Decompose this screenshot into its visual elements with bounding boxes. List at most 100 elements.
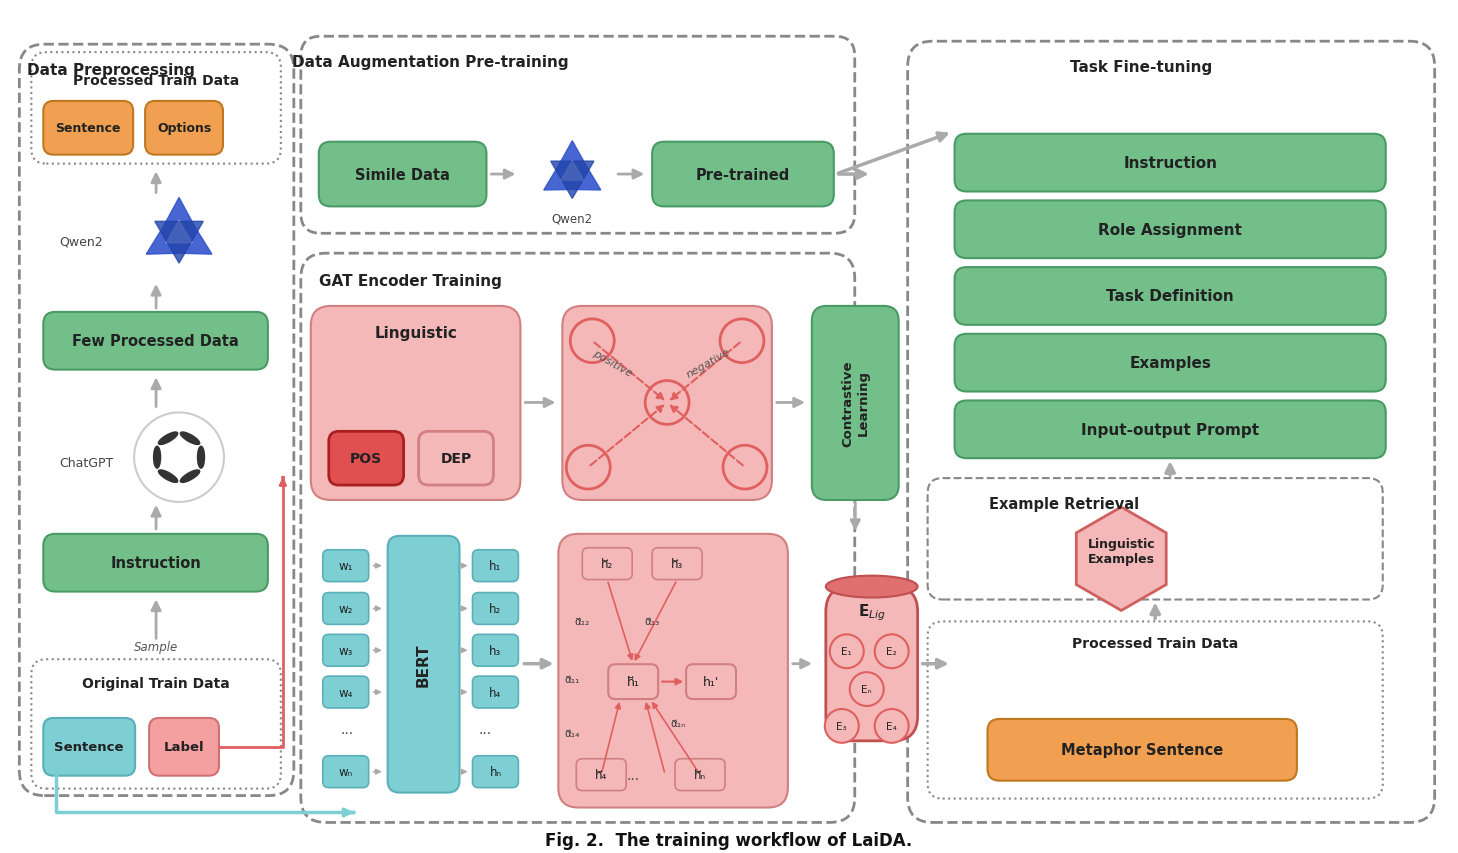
FancyBboxPatch shape	[418, 432, 493, 485]
FancyBboxPatch shape	[472, 756, 519, 787]
Text: Pre-trained: Pre-trained	[695, 167, 790, 183]
Text: Processed Train Data: Processed Train Data	[73, 74, 239, 88]
Text: Sample: Sample	[134, 640, 178, 653]
FancyBboxPatch shape	[146, 102, 223, 155]
Circle shape	[825, 709, 859, 743]
Text: h⃗₃: h⃗₃	[671, 558, 684, 571]
Text: h⃗₄: h⃗₄	[595, 769, 608, 781]
Text: α⃗₁ₙ: α⃗₁ₙ	[671, 718, 685, 728]
FancyBboxPatch shape	[388, 537, 459, 792]
FancyBboxPatch shape	[322, 593, 369, 624]
FancyBboxPatch shape	[472, 635, 519, 666]
FancyBboxPatch shape	[311, 306, 521, 501]
Text: POS: POS	[350, 451, 382, 466]
Text: α⃗₁₄: α⃗₁₄	[564, 728, 580, 738]
Circle shape	[644, 381, 690, 425]
Text: Fig. 2.  The training workflow of LaiDA.: Fig. 2. The training workflow of LaiDA.	[545, 832, 913, 850]
Text: Original Train Data: Original Train Data	[82, 676, 230, 690]
FancyBboxPatch shape	[955, 135, 1385, 192]
Polygon shape	[1076, 508, 1166, 611]
FancyBboxPatch shape	[44, 718, 136, 775]
Text: h⃗₁: h⃗₁	[627, 676, 640, 688]
FancyBboxPatch shape	[675, 759, 725, 791]
Text: Few Processed Data: Few Processed Data	[73, 334, 239, 349]
Circle shape	[720, 320, 764, 363]
Text: negative: negative	[684, 346, 732, 380]
FancyBboxPatch shape	[812, 306, 898, 501]
Text: h₃: h₃	[490, 644, 502, 657]
Text: E$_{Lig}$: E$_{Lig}$	[857, 602, 885, 623]
FancyBboxPatch shape	[322, 676, 369, 708]
Ellipse shape	[825, 576, 917, 598]
Circle shape	[570, 320, 614, 363]
FancyBboxPatch shape	[955, 334, 1385, 392]
Text: α⃗₁₃: α⃗₁₃	[644, 617, 660, 627]
Text: Processed Train Data: Processed Train Data	[1072, 636, 1238, 651]
Text: Eₙ: Eₙ	[862, 684, 872, 694]
Circle shape	[850, 672, 884, 706]
Text: Metaphor Sentence: Metaphor Sentence	[1061, 742, 1223, 757]
Text: Contrastive
Learning: Contrastive Learning	[841, 360, 869, 446]
Circle shape	[830, 635, 863, 669]
Text: Task Fine-tuning: Task Fine-tuning	[1070, 60, 1213, 74]
Text: w₁: w₁	[338, 560, 353, 572]
Polygon shape	[551, 162, 593, 200]
Text: Simile Data: Simile Data	[356, 167, 451, 183]
Text: Label: Label	[163, 740, 204, 753]
FancyBboxPatch shape	[955, 268, 1385, 326]
Text: E₃: E₃	[837, 721, 847, 731]
Text: ChatGPT: ChatGPT	[60, 456, 114, 469]
Text: Examples: Examples	[1128, 356, 1212, 371]
Text: Qwen2: Qwen2	[60, 235, 104, 248]
Text: h⃗₂: h⃗₂	[601, 558, 614, 571]
Text: Qwen2: Qwen2	[551, 212, 593, 225]
Text: hₙ: hₙ	[490, 765, 502, 778]
FancyBboxPatch shape	[322, 635, 369, 666]
FancyBboxPatch shape	[44, 312, 268, 370]
FancyBboxPatch shape	[987, 719, 1298, 780]
Polygon shape	[544, 142, 601, 191]
FancyBboxPatch shape	[472, 593, 519, 624]
Ellipse shape	[159, 470, 178, 483]
Circle shape	[566, 446, 611, 490]
FancyBboxPatch shape	[955, 401, 1385, 459]
FancyBboxPatch shape	[44, 534, 268, 592]
Polygon shape	[166, 221, 192, 243]
Text: α⃗₁₁: α⃗₁₁	[564, 675, 580, 684]
Polygon shape	[146, 198, 211, 255]
Text: Example Retrieval: Example Retrieval	[990, 497, 1139, 512]
Text: h⃗ₙ: h⃗ₙ	[694, 769, 706, 781]
Text: Task Definition: Task Definition	[1107, 289, 1233, 305]
Text: Instruction: Instruction	[1123, 156, 1217, 171]
FancyBboxPatch shape	[472, 676, 519, 708]
FancyBboxPatch shape	[652, 548, 703, 580]
Circle shape	[723, 446, 767, 490]
Text: h₁': h₁'	[703, 676, 719, 688]
Text: ...: ...	[478, 722, 491, 736]
Ellipse shape	[159, 432, 178, 445]
Text: α⃗₁₂: α⃗₁₂	[574, 617, 590, 627]
Text: Input-output Prompt: Input-output Prompt	[1080, 422, 1260, 438]
Text: h₂: h₂	[490, 602, 502, 615]
Text: E₄: E₄	[886, 721, 897, 731]
FancyBboxPatch shape	[576, 759, 625, 791]
Ellipse shape	[197, 447, 204, 468]
Text: w₄: w₄	[338, 686, 353, 699]
Circle shape	[875, 635, 908, 669]
FancyBboxPatch shape	[563, 306, 771, 501]
Text: BERT: BERT	[416, 642, 432, 686]
FancyBboxPatch shape	[319, 142, 487, 207]
Text: Data Augmentation Pre-training: Data Augmentation Pre-training	[292, 55, 569, 69]
Text: w₂: w₂	[338, 602, 353, 615]
FancyBboxPatch shape	[825, 587, 917, 741]
Text: Data Preprocessing: Data Preprocessing	[28, 62, 195, 78]
Text: Instruction: Instruction	[111, 555, 201, 571]
FancyBboxPatch shape	[322, 756, 369, 787]
FancyBboxPatch shape	[149, 718, 219, 775]
Text: E₂: E₂	[886, 647, 897, 657]
FancyBboxPatch shape	[328, 432, 404, 485]
Text: Options: Options	[157, 122, 211, 135]
Circle shape	[134, 413, 225, 502]
Polygon shape	[155, 222, 203, 264]
FancyBboxPatch shape	[322, 550, 369, 582]
